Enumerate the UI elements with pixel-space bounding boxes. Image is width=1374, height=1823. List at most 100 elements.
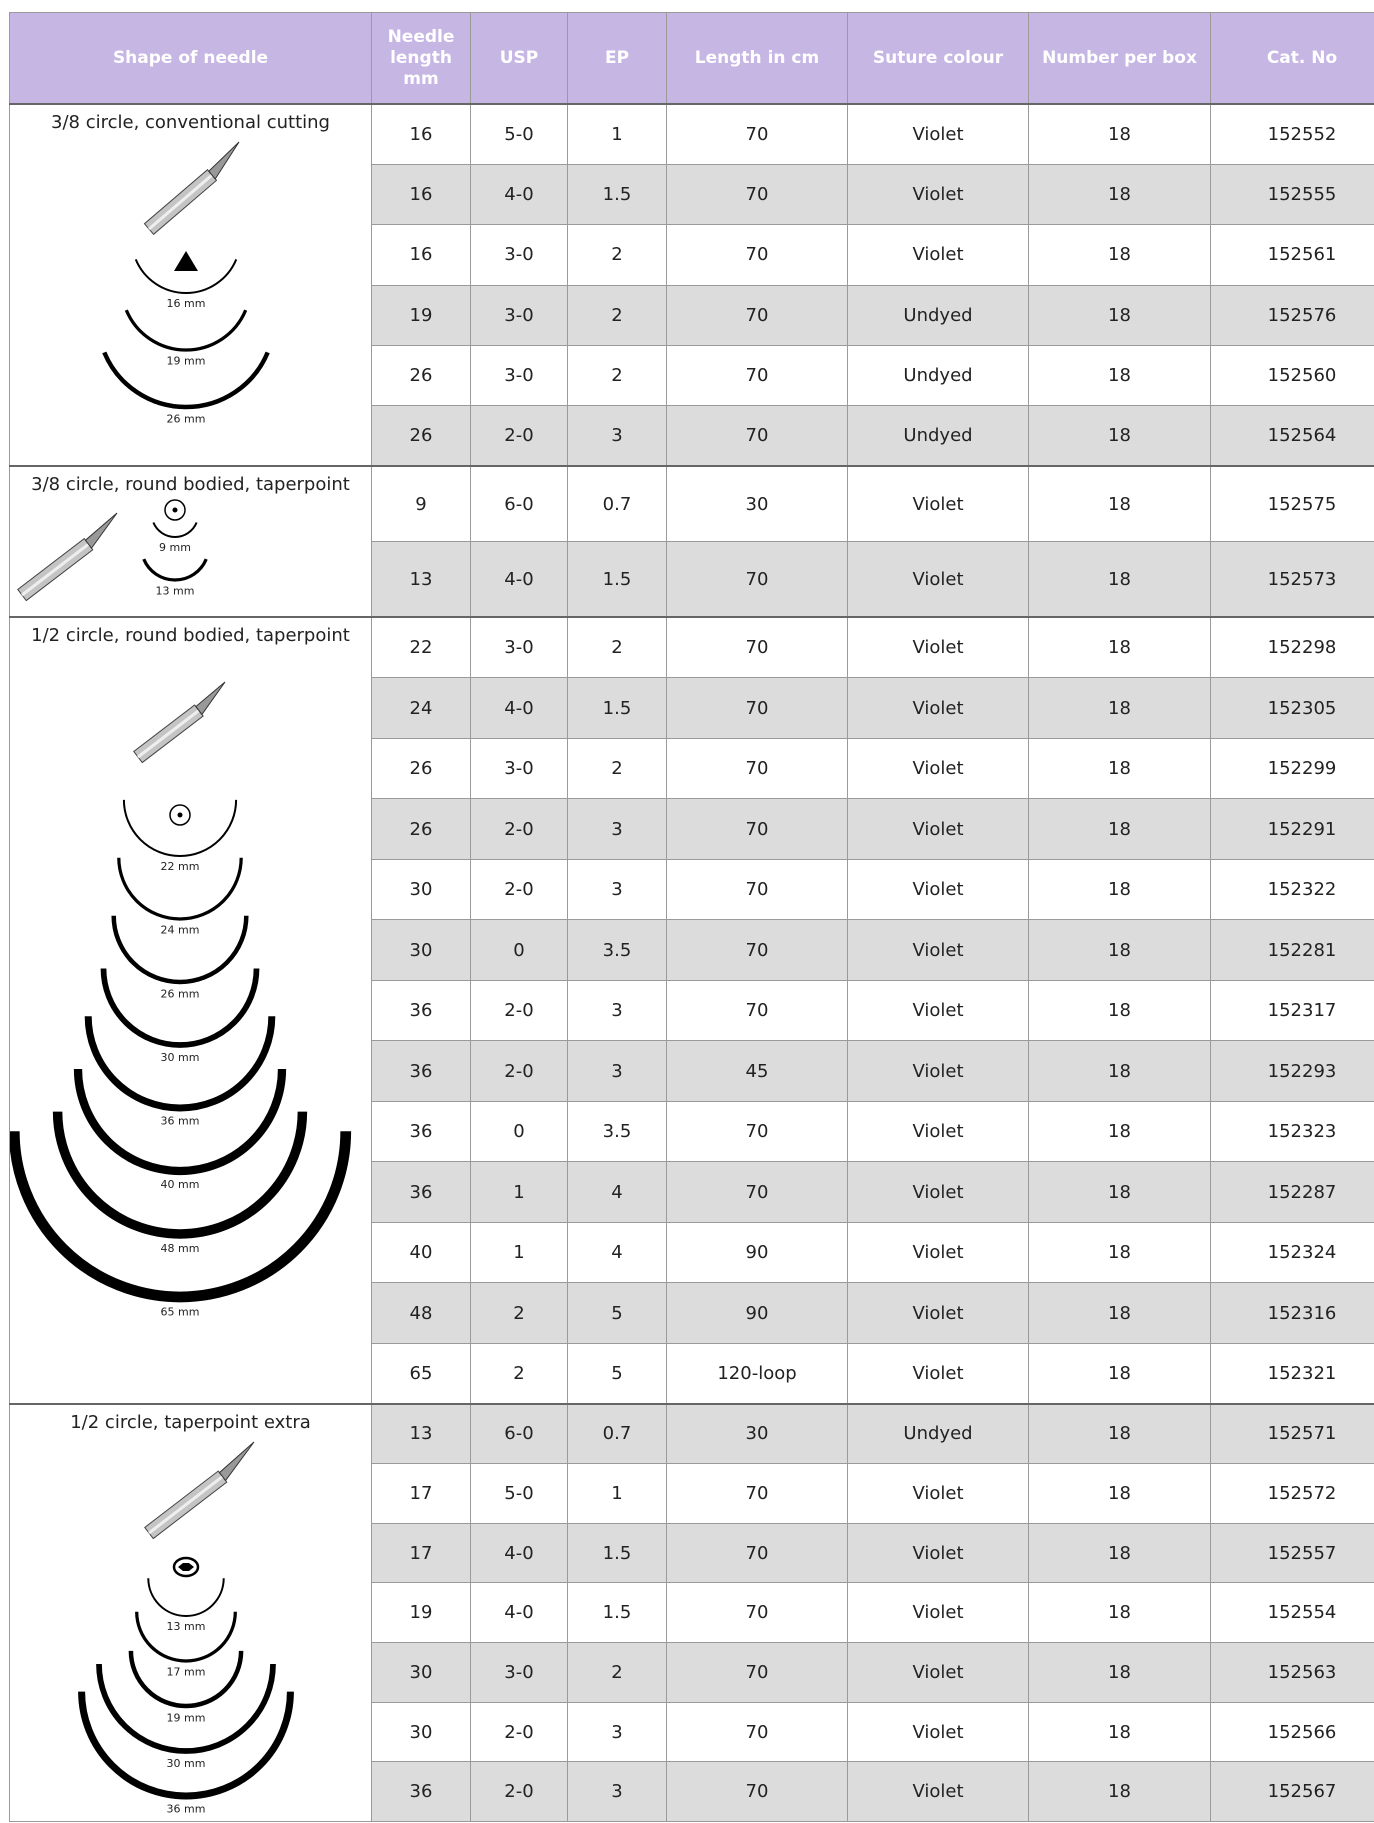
value-cell: 152573 [1211, 542, 1374, 618]
value-cell: 26 [372, 346, 471, 406]
value-cell: 3 [568, 1702, 667, 1762]
value-cell: 18 [1029, 1343, 1211, 1404]
size-label: 36 mm [167, 1802, 206, 1815]
value-cell: 1 [568, 1464, 667, 1524]
value-cell: 2 [471, 1283, 568, 1344]
size-label: 13 mm [156, 585, 195, 598]
value-cell: 48 [372, 1283, 471, 1344]
value-cell: 18 [1029, 799, 1211, 860]
size-label: 16 mm [167, 297, 206, 310]
size-label: 17 mm [167, 1665, 206, 1678]
value-cell: Undyed [848, 285, 1029, 345]
value-cell: 120-loop [667, 1343, 848, 1404]
value-cell: 13 [372, 1404, 471, 1464]
value-cell: 0 [471, 1101, 568, 1162]
value-cell: 2-0 [471, 1041, 568, 1102]
size-label: 30 mm [167, 1757, 206, 1770]
value-cell: 1 [568, 104, 667, 164]
value-cell: 4-0 [471, 1583, 568, 1643]
value-cell: 18 [1029, 1643, 1211, 1703]
value-cell: 152298 [1211, 617, 1374, 678]
value-cell: 70 [667, 738, 848, 799]
value-cell: 30 [372, 920, 471, 981]
value-cell: 30 [372, 859, 471, 920]
value-cell: 4-0 [471, 678, 568, 739]
value-cell: 0 [471, 920, 568, 981]
needle-tip [209, 142, 239, 179]
needle-tip [219, 1442, 254, 1481]
value-cell: Violet [848, 1101, 1029, 1162]
value-cell: 19 [372, 1583, 471, 1643]
value-cell: 3-0 [471, 225, 568, 285]
value-cell: 152563 [1211, 1643, 1374, 1703]
value-cell: 1.5 [568, 164, 667, 224]
size-label: 26 mm [161, 988, 200, 1001]
value-cell: 18 [1029, 1283, 1211, 1344]
value-cell: 5-0 [471, 1464, 568, 1524]
value-cell: 18 [1029, 1041, 1211, 1102]
value-cell: 40 [372, 1222, 471, 1283]
value-cell: 18 [1029, 1404, 1211, 1464]
round-symbol-dot [173, 508, 178, 513]
value-cell: Violet [848, 1464, 1029, 1524]
value-cell: 24 [372, 678, 471, 739]
value-cell: 65 [372, 1343, 471, 1404]
value-cell: 152567 [1211, 1762, 1374, 1822]
value-cell: 152322 [1211, 859, 1374, 920]
shape-label: 3/8 circle, round bodied, taperpoint [10, 467, 371, 495]
value-cell: 152576 [1211, 285, 1374, 345]
value-cell: 18 [1029, 1702, 1211, 1762]
value-cell: 0.7 [568, 1404, 667, 1464]
needle-arc [144, 559, 206, 580]
shape-label: 1/2 circle, taperpoint extra [10, 1405, 371, 1433]
value-cell: 18 [1029, 1162, 1211, 1223]
value-cell: 18 [1029, 920, 1211, 981]
value-cell: 70 [667, 799, 848, 860]
header-cell: Number per box [1029, 13, 1211, 105]
value-cell: 152566 [1211, 1702, 1374, 1762]
value-cell: Violet [848, 1762, 1029, 1822]
value-cell: 36 [372, 1101, 471, 1162]
value-cell: 152552 [1211, 104, 1374, 164]
value-cell: 1.5 [568, 542, 667, 618]
value-cell: 22 [372, 617, 471, 678]
value-cell: 36 [372, 1041, 471, 1102]
value-cell: 26 [372, 799, 471, 860]
value-cell: 70 [667, 104, 848, 164]
value-cell: 3 [568, 859, 667, 920]
value-cell: 18 [1029, 1464, 1211, 1524]
value-cell: Violet [848, 738, 1029, 799]
value-cell: 3 [568, 1762, 667, 1822]
value-cell: Violet [848, 225, 1029, 285]
value-cell: Violet [848, 1343, 1029, 1404]
value-cell: 2 [471, 1343, 568, 1404]
size-label: 30 mm [161, 1051, 200, 1064]
needle-arc [153, 523, 196, 537]
value-cell: Violet [848, 104, 1029, 164]
header-cell: Suture colour [848, 13, 1029, 105]
size-label: 36 mm [161, 1115, 200, 1128]
value-cell: 2 [568, 346, 667, 406]
value-cell: 18 [1029, 1523, 1211, 1583]
value-cell: 18 [1029, 542, 1211, 618]
value-cell: Violet [848, 799, 1029, 860]
value-cell: 2-0 [471, 406, 568, 466]
value-cell: 90 [667, 1283, 848, 1344]
header-cell: EP [568, 13, 667, 105]
value-cell: 18 [1029, 406, 1211, 466]
value-cell: 5-0 [471, 104, 568, 164]
value-cell: 152575 [1211, 466, 1374, 542]
value-cell: 1 [471, 1162, 568, 1223]
value-cell: 2 [568, 285, 667, 345]
value-cell: 4-0 [471, 1523, 568, 1583]
value-cell: 4 [568, 1162, 667, 1223]
value-cell: 36 [372, 1162, 471, 1223]
value-cell: 18 [1029, 164, 1211, 224]
value-cell: 70 [667, 617, 848, 678]
value-cell: 1.5 [568, 678, 667, 739]
value-cell: 70 [667, 1101, 848, 1162]
